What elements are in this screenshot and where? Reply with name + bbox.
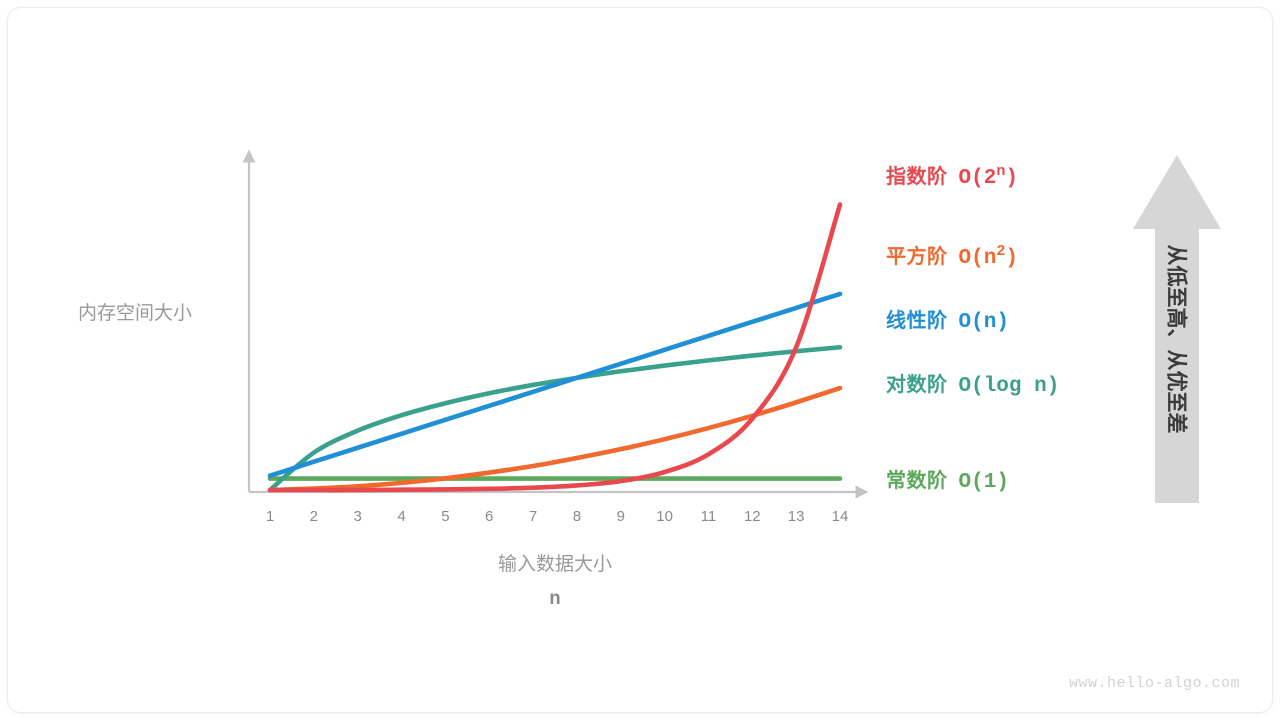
x-tick-1: 1 xyxy=(266,508,274,525)
series-line-exponential xyxy=(267,202,843,493)
watermark: www.hello-algo.com xyxy=(1068,675,1240,692)
legend-item-logarithmic: 对数阶 O(log n) xyxy=(886,375,1059,397)
x-tick-14: 14 xyxy=(832,508,849,525)
rank-arrow-shape xyxy=(1133,155,1221,503)
series-group xyxy=(267,202,843,493)
x-tick-3: 3 xyxy=(354,508,362,525)
x-axis-variable: n xyxy=(549,588,561,610)
series-line-quadratic xyxy=(267,385,843,493)
legend-label-logarithmic: 对数阶 xyxy=(886,374,948,396)
x-tick-12: 12 xyxy=(744,508,761,525)
x-tick-9: 9 xyxy=(617,508,625,525)
x-tick-labels: 1 2 3 4 5 6 7 8 9 10 11 12 13 14 xyxy=(266,508,849,525)
legend-bigo-exponential: O(2n) xyxy=(958,162,1019,190)
legend-item-exponential: 指数阶 O(2n) xyxy=(886,162,1019,190)
legend-item-constant: 常数阶 O(1) xyxy=(886,471,1009,493)
legend-item-linear: 线性阶 O(n) xyxy=(886,311,1009,333)
legend-bigo-linear: O(n) xyxy=(958,311,1009,334)
rank-arrow-label: 从低至高、从优至差 xyxy=(1164,244,1187,434)
legend-bigo-logarithmic: O(log n) xyxy=(958,375,1060,398)
rank-arrow-label-wrap: 从低至高、从优至差 xyxy=(1133,155,1221,503)
x-tick-10: 10 xyxy=(656,508,673,525)
x-axis-title: 输入数据大小 xyxy=(497,554,612,575)
series-line-logarithmic xyxy=(267,344,843,493)
x-tick-4: 4 xyxy=(397,508,405,525)
x-tick-7: 7 xyxy=(529,508,537,525)
legend-item-quadratic: 平方阶 O(n2) xyxy=(886,242,1019,270)
x-tick-8: 8 xyxy=(573,508,581,525)
legend-label-linear: 线性阶 xyxy=(886,310,948,332)
x-tick-2: 2 xyxy=(310,508,318,525)
x-tick-11: 11 xyxy=(701,508,717,525)
legend-bigo-constant: O(1) xyxy=(958,471,1009,494)
x-tick-6: 6 xyxy=(485,508,493,525)
axis-lines xyxy=(242,149,869,499)
x-tick-5: 5 xyxy=(441,508,449,525)
legend-label-constant: 常数阶 xyxy=(886,470,948,492)
legend-label-quadratic: 平方阶 xyxy=(886,246,948,268)
series-line-linear xyxy=(267,291,843,479)
legend-label-exponential: 指数阶 xyxy=(886,166,948,188)
x-tick-13: 13 xyxy=(788,508,805,525)
y-axis-title: 内存空间大小 xyxy=(78,303,193,324)
legend-bigo-quadratic: O(n2) xyxy=(958,242,1019,270)
